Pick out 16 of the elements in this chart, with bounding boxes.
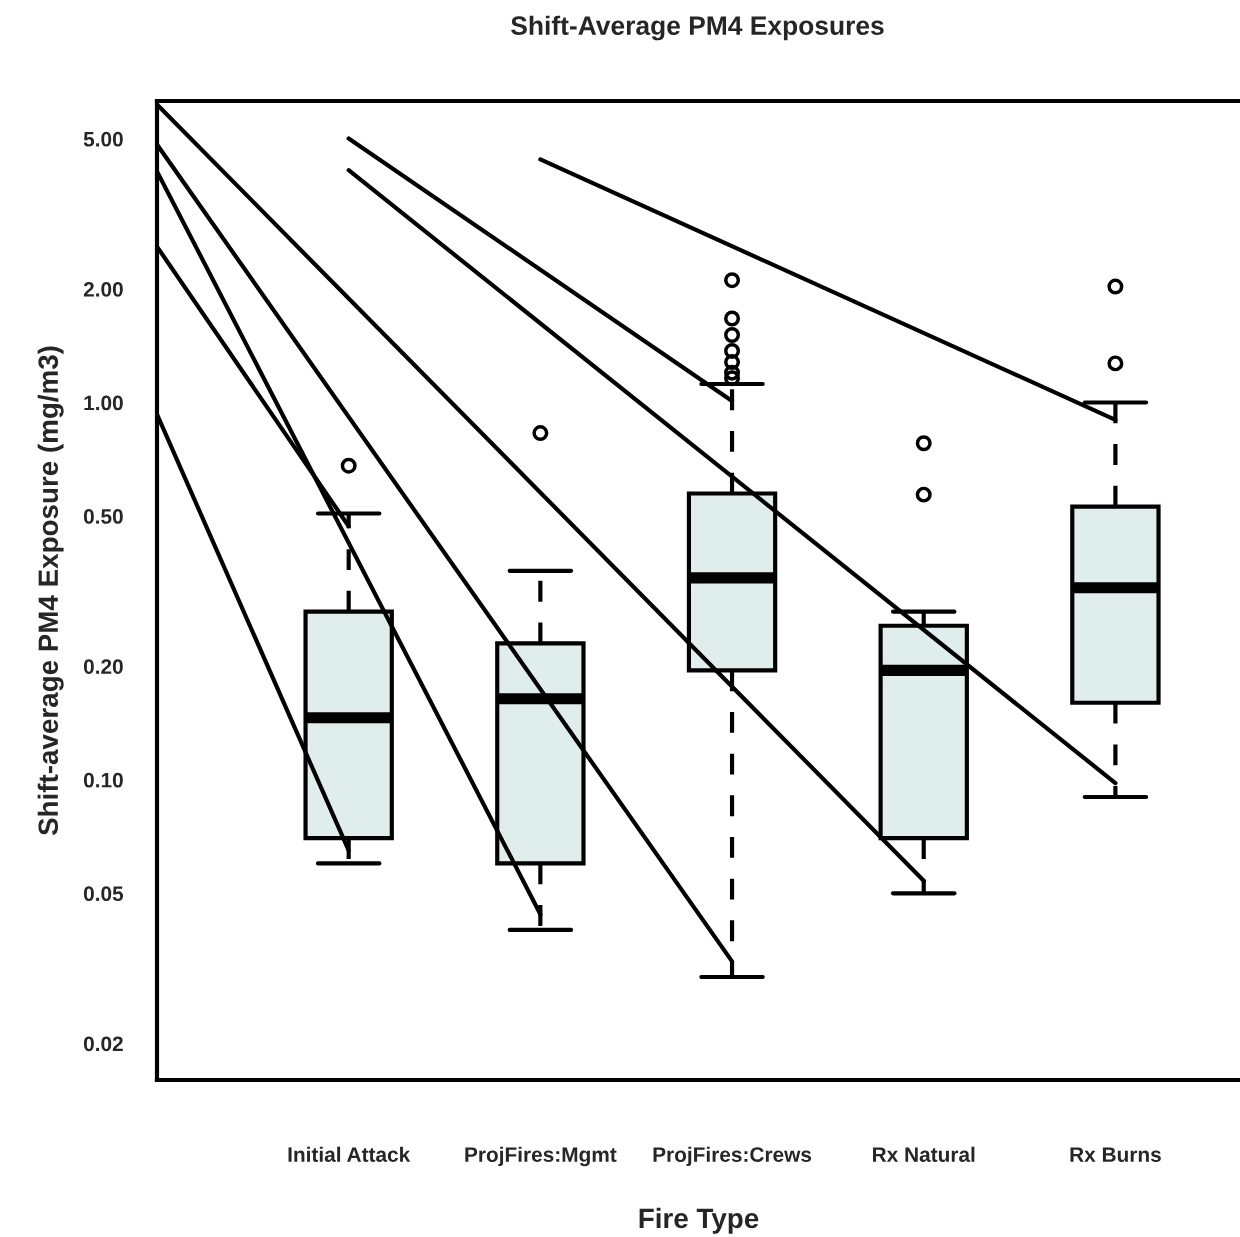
- y-tick-label: 0.10: [83, 772, 123, 788]
- x-tick-label: ProjFires:Crews: [653, 1146, 812, 1167]
- y-tick-label: 0.20: [83, 659, 123, 674]
- y-tick-label: 0.50: [83, 509, 123, 524]
- y-axis-title: Shift-average PM4 Exposure (mg/m3): [37, 346, 64, 836]
- chart-title: Shift-Average PM4 Exposures: [511, 15, 884, 41]
- y-tick-label: 1.00: [84, 395, 123, 411]
- x-tick-label: Rx Natural: [873, 1146, 975, 1162]
- x-tick-label: Initial Attack: [288, 1146, 411, 1162]
- y-tick-label: 0.02: [83, 1036, 123, 1052]
- x-tick-label: ProjFires:Mgmt: [465, 1146, 617, 1167]
- x-axis-title: Fire Type: [639, 1207, 759, 1234]
- y-tick-label: 5.00: [83, 131, 123, 147]
- y-tick-label: 2.00: [83, 281, 123, 297]
- y-tick-label: 0.05: [83, 886, 124, 902]
- x-tick-label: Rx Burns: [1070, 1147, 1161, 1162]
